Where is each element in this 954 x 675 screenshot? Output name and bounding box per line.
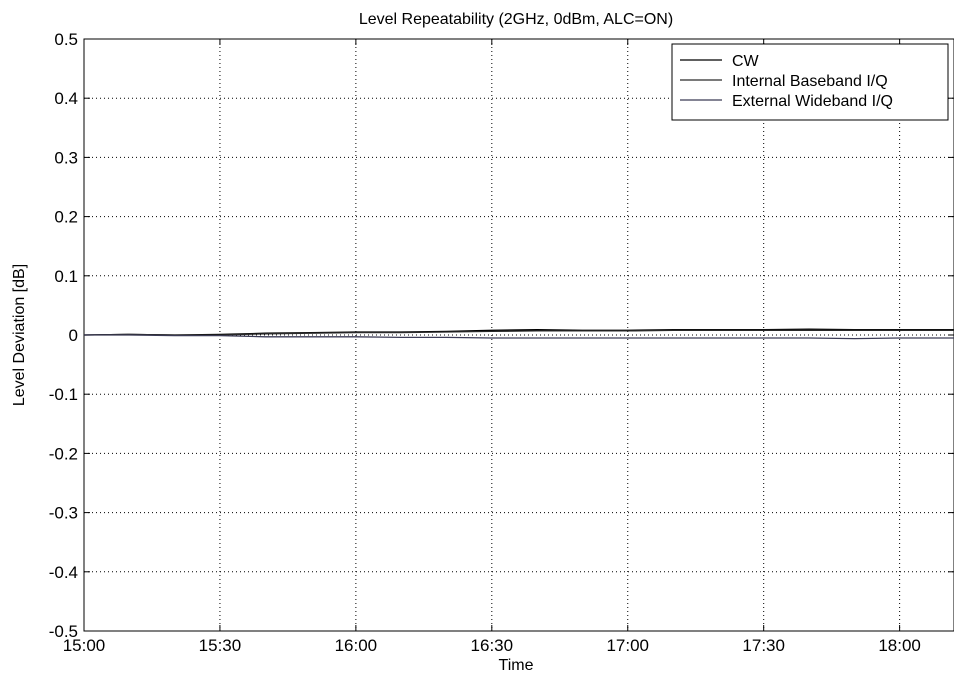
tick-layer: 15:00 15:30 16:00 16:30 17:00 17:30 18:00 0.5 0.… bbox=[49, 30, 954, 655]
x-tick-label: 18:00 bbox=[878, 636, 921, 655]
y-tick-label: 0.3 bbox=[54, 148, 78, 167]
x-axis-title: Time bbox=[499, 657, 534, 674]
y-tick-label: 0.5 bbox=[54, 30, 78, 49]
y-tick-label: -0.2 bbox=[49, 444, 78, 463]
chart-title: Level Repeatability (2GHz, 0dBm, ALC=ON) bbox=[359, 11, 673, 28]
series-line-external-wideband-i-q bbox=[84, 334, 954, 340]
y-tick-label: -0.1 bbox=[49, 385, 78, 404]
y-tick-label: 0.2 bbox=[54, 208, 78, 227]
x-tick-label: 17:30 bbox=[742, 636, 785, 655]
y-tick-label: 0.1 bbox=[54, 267, 78, 286]
legend-label-internal-baseband: Internal Baseband I/Q bbox=[732, 73, 888, 90]
y-tick-label: 0 bbox=[69, 326, 78, 345]
series-layer bbox=[83, 328, 954, 340]
x-tick-label: 17:00 bbox=[606, 636, 649, 655]
legend: CW Internal Baseband I/Q External Wideba… bbox=[671, 43, 949, 121]
legend-box bbox=[671, 43, 949, 121]
y-tick-label: 0.4 bbox=[54, 89, 78, 108]
series-line-internal-baseband-i-q bbox=[83, 329, 954, 336]
legend-label-external-wideband: External Wideband I/Q bbox=[732, 93, 893, 110]
y-axis-title: Level Deviation [dB] bbox=[11, 264, 28, 406]
legend-label-cw: CW bbox=[732, 53, 760, 70]
x-tick-label: 15:30 bbox=[199, 636, 242, 655]
y-tick-label: -0.3 bbox=[49, 504, 78, 523]
x-tick-label: 16:00 bbox=[335, 636, 378, 655]
y-tick-label: -0.4 bbox=[49, 563, 78, 582]
x-tick-label: 15:00 bbox=[63, 636, 106, 655]
y-tick-label: -0.5 bbox=[49, 622, 78, 641]
x-tick-label: 16:30 bbox=[471, 636, 514, 655]
